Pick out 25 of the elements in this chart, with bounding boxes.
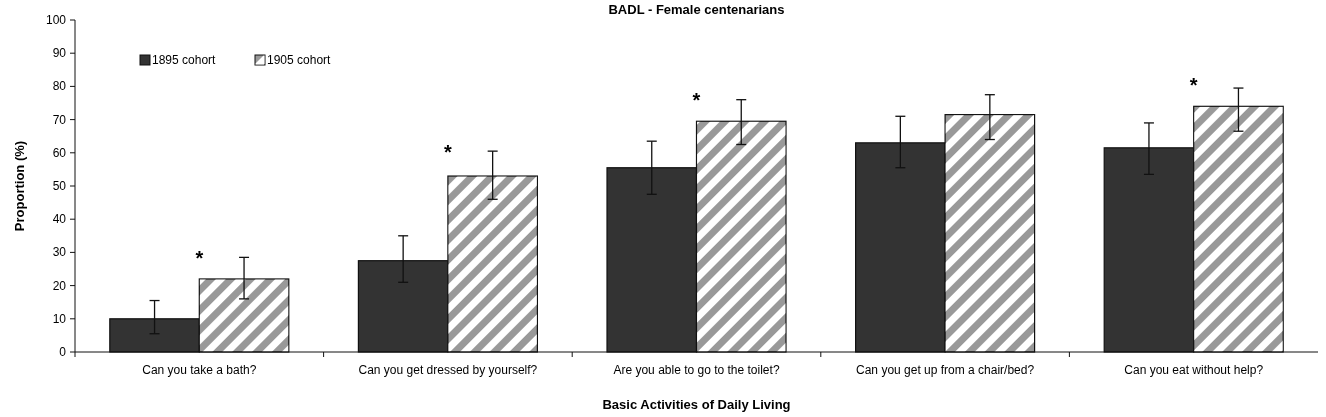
x-tick-label: Are you able to go to the toilet? <box>613 363 780 377</box>
y-tick-label: 90 <box>52 46 67 61</box>
y-tick-label: 40 <box>52 212 67 227</box>
y-tick-label: 80 <box>52 79 67 94</box>
y-tick-label: 60 <box>52 145 67 160</box>
x-tick-label: Can you eat without help? <box>1124 363 1264 377</box>
annotation: * <box>444 141 452 164</box>
y-tick-label: 0 <box>59 345 67 359</box>
y-axis-title: Proportion (%) <box>12 140 27 232</box>
annotation: * <box>195 246 204 269</box>
y-tick-label: 10 <box>52 311 67 326</box>
y-tick-label: 30 <box>52 245 67 260</box>
y-tick-label: 100 <box>45 13 67 27</box>
x-tick-label: Can you take a bath? <box>142 363 257 377</box>
chart-title: BADL - Female centenarians <box>608 2 785 17</box>
x-tick-label: Can you get up from a chair/bed? <box>856 363 1035 377</box>
legend-label: 1895 cohort <box>152 53 217 67</box>
legend-label: 1905 cohort <box>267 53 332 67</box>
x-axis-title: Basic Activities of Daily Living <box>602 397 791 412</box>
annotation: * <box>692 89 701 112</box>
x-tick-label: Can you get dressed by yourself? <box>358 363 538 377</box>
y-tick-label: 70 <box>52 112 67 127</box>
annotation: * <box>1189 74 1198 97</box>
y-tick-label: 20 <box>52 278 67 293</box>
y-tick-label: 50 <box>52 179 67 193</box>
